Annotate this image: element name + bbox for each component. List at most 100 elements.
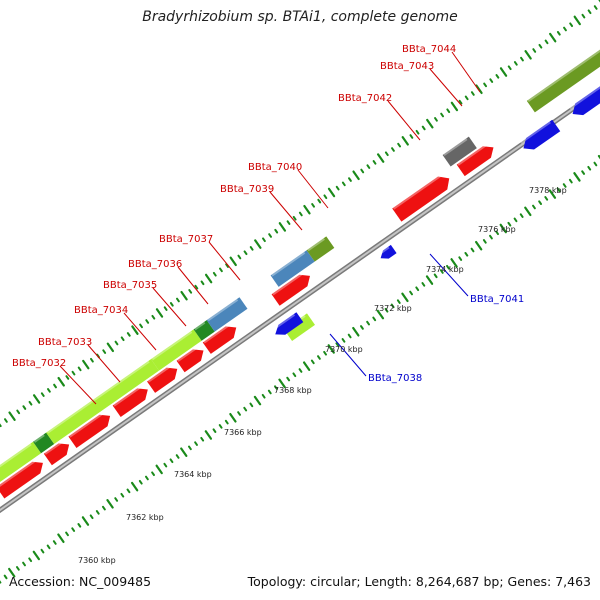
- tick-dot: [194, 284, 199, 290]
- tick-dot: [347, 333, 352, 339]
- tick-dot: [513, 217, 518, 223]
- tick-dot: [180, 290, 188, 301]
- gene-block: [270, 250, 315, 287]
- gene-arrow: [272, 312, 304, 335]
- tick-dot: [57, 376, 65, 387]
- tick-dot: [22, 405, 27, 410]
- tick-dot: [225, 263, 230, 268]
- tick-label: 7372 kbp: [374, 304, 412, 313]
- tick-dot: [286, 376, 291, 382]
- tick-dot: [47, 388, 51, 393]
- label-connector: [269, 191, 303, 231]
- tick-dot: [341, 338, 346, 343]
- gene-arrow: [147, 364, 178, 393]
- gene-label[interactable]: BBta_7036: [128, 259, 182, 270]
- tick-dot: [397, 142, 402, 148]
- tick-dot: [163, 462, 168, 468]
- tick-dot: [77, 523, 82, 528]
- tick-label: 7370 kbp: [325, 345, 363, 354]
- tick-label: 7374 kbp: [426, 265, 464, 274]
- tick-dot: [470, 91, 475, 96]
- tick-dot: [249, 246, 254, 251]
- gene-features: [0, 32, 600, 499]
- tick-dot: [415, 129, 420, 135]
- tick-dot: [212, 271, 217, 277]
- tick-dot: [433, 273, 438, 279]
- tick-dot: [71, 370, 76, 376]
- map-title: Bradyrhizobium sp. BTAi1, complete genom…: [142, 9, 458, 25]
- tick-dot: [548, 189, 557, 199]
- tick-dot: [310, 359, 315, 365]
- backbone-highlight: [0, 88, 600, 512]
- tick-dot: [268, 233, 273, 238]
- tick-label: 7378 kbp: [529, 186, 567, 195]
- tick-dot: [489, 234, 493, 240]
- gene-label[interactable]: BBta_7041: [470, 294, 524, 305]
- tick-dot: [513, 61, 518, 66]
- label-connector: [297, 169, 329, 209]
- tick-dot: [507, 65, 512, 71]
- tick-dot: [474, 240, 483, 251]
- tick-dot: [15, 566, 20, 571]
- gene-label[interactable]: BBta_7038: [368, 373, 422, 384]
- gene-label[interactable]: BBta_7040: [248, 162, 302, 173]
- tick-dot: [409, 134, 414, 139]
- tick-dot: [3, 418, 8, 423]
- tick-dot: [298, 368, 303, 373]
- tick-dot: [581, 170, 586, 175]
- tick-dot: [538, 43, 543, 49]
- tick-dot: [317, 355, 321, 360]
- gene-label[interactable]: BBta_7033: [38, 337, 92, 348]
- gene-label[interactable]: BBta_7039: [220, 184, 274, 195]
- label-connector: [152, 287, 187, 327]
- tick-dot: [544, 196, 549, 201]
- tick-dot: [507, 221, 512, 227]
- tick-dot: [22, 561, 26, 567]
- gene-label[interactable]: BBta_7032: [12, 358, 66, 369]
- tick-label: 7376 kbp: [478, 225, 516, 234]
- gene-label[interactable]: BBta_7043: [380, 61, 434, 72]
- tick-dot: [120, 336, 125, 342]
- tick-labels: 7360 kbp 7362 kbp 7364 kbp 7366 kbp 7368 kbp…: [78, 186, 567, 565]
- tick-dot: [390, 303, 395, 309]
- tick-dot: [229, 412, 237, 423]
- tick-dot: [495, 74, 500, 79]
- tick-dot: [32, 394, 41, 404]
- gene-label[interactable]: BBta_7035: [103, 280, 157, 291]
- gene-label[interactable]: BBta_7044: [402, 44, 456, 55]
- tick-dot: [194, 441, 198, 446]
- tick-dot: [229, 256, 237, 267]
- tick-dot: [475, 84, 483, 95]
- label-connector: [177, 266, 209, 305]
- tick-dot: [82, 359, 90, 370]
- tick-dot: [90, 357, 94, 363]
- tick-dot: [176, 297, 180, 303]
- tick-dot: [180, 447, 188, 457]
- tick-dot: [482, 239, 487, 244]
- topology-summary: Topology: circular; Length: 8,264,687 bp…: [247, 574, 591, 589]
- tick-dot: [396, 299, 401, 304]
- label-connector: [329, 333, 367, 377]
- tick-dot: [568, 178, 573, 184]
- tick-dot: [352, 170, 360, 181]
- tick-dot: [200, 436, 205, 442]
- tick-dot: [415, 286, 420, 292]
- tick-dot: [532, 48, 537, 53]
- tick-dot: [298, 211, 303, 217]
- gene-label[interactable]: BBta_7037: [159, 234, 213, 245]
- tick-dot: [458, 256, 463, 261]
- tick-dot: [366, 320, 370, 326]
- tick-dot: [376, 309, 385, 320]
- label-connector: [451, 51, 481, 93]
- gene-arrow: [112, 385, 148, 418]
- gene-label[interactable]: BBta_7034: [74, 305, 128, 316]
- tick-dot: [549, 32, 557, 43]
- tick-dot: [81, 516, 90, 526]
- tick-dot: [563, 26, 567, 32]
- tick-dot: [243, 250, 248, 256]
- tick-dot: [458, 99, 463, 105]
- genome-backbone: [0, 86, 600, 514]
- tick-label: 7368 kbp: [274, 386, 312, 395]
- gene-label[interactable]: BBta_7042: [338, 93, 392, 104]
- tick-dot: [401, 292, 409, 303]
